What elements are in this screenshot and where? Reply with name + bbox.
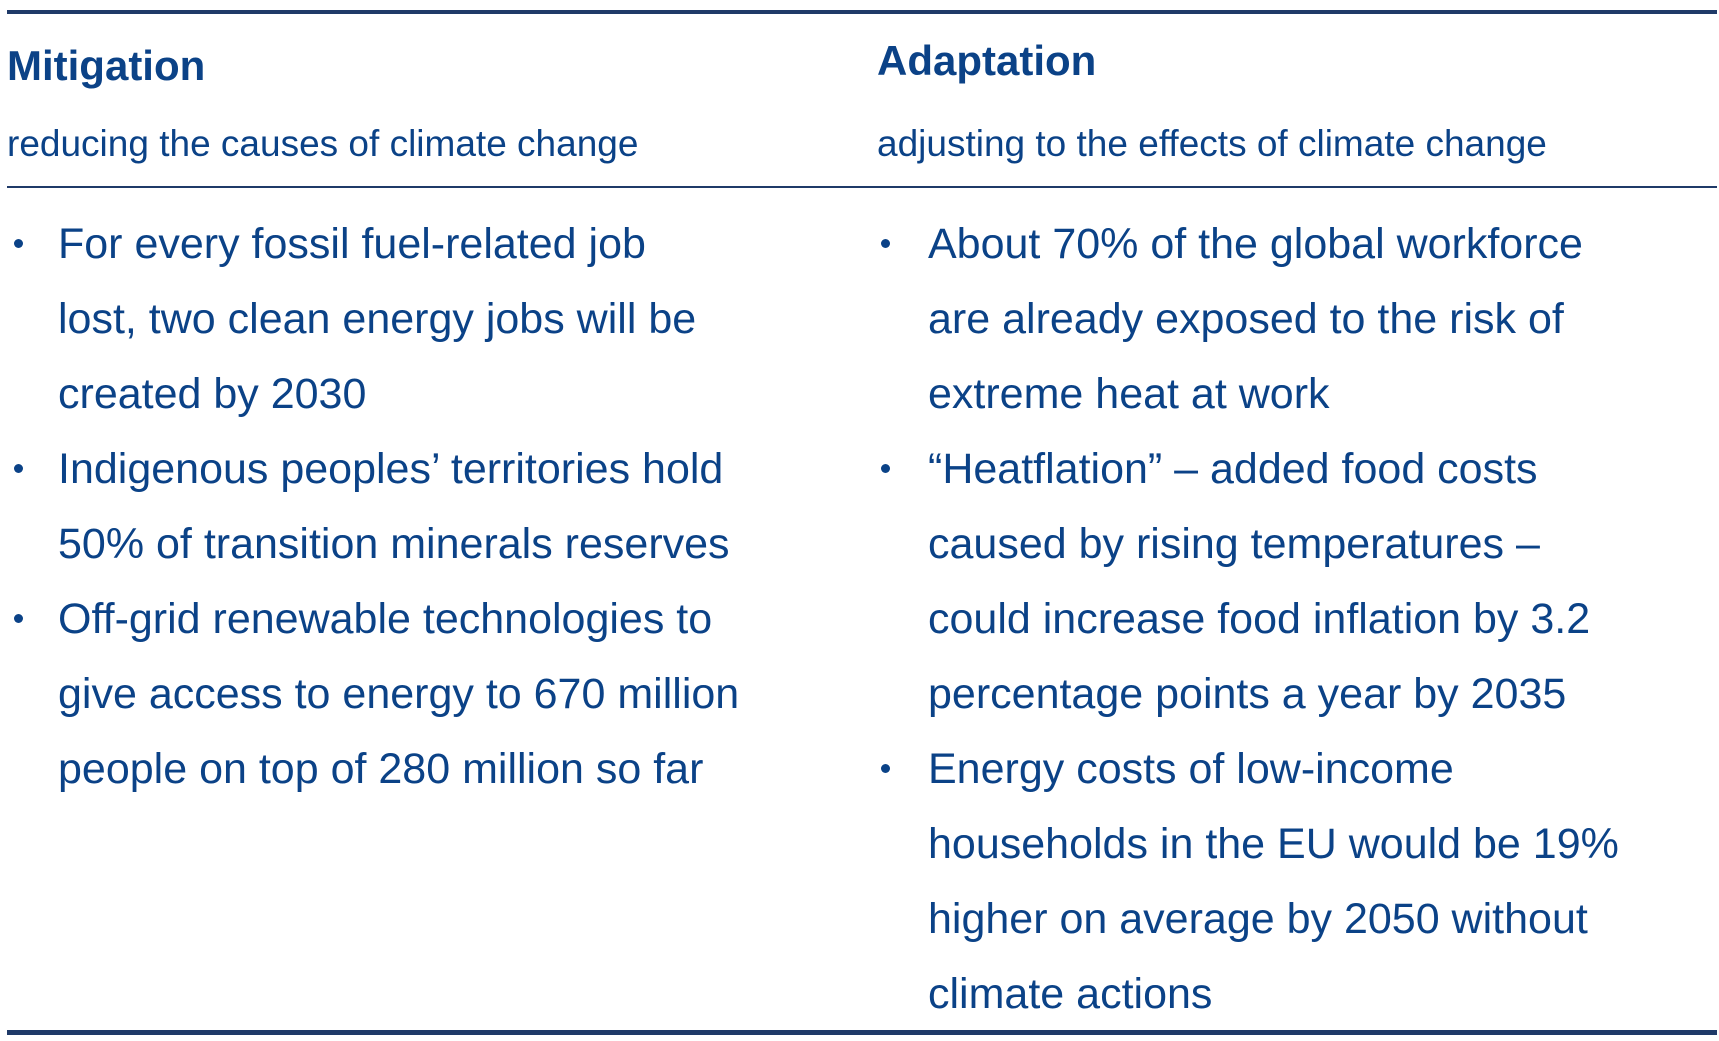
bullet-text-line: give access to energy to 670 million — [58, 670, 740, 718]
adaptation-subtitle: adjusting to the effects of climate chan… — [877, 123, 1547, 164]
bullet-text-line: “Heatflation” – added food costs — [928, 445, 1538, 493]
bullet-text-line: Off-grid renewable technologies to — [58, 595, 713, 643]
bullet-text-line: lost, two clean energy jobs will be — [58, 295, 697, 343]
bullet-text-line: Indigenous peoples’ territories hold — [58, 445, 724, 493]
adaptation-title: Adaptation — [877, 37, 1097, 84]
bullet-text-line: caused by rising temperatures – — [928, 520, 1540, 568]
bullet-icon — [14, 464, 23, 473]
bullet-text-line: Energy costs of low-income — [928, 745, 1454, 793]
bullet-text-line: could increase food inflation by 3.2 — [928, 595, 1591, 643]
top-rule — [7, 10, 1717, 14]
bullet-item: Indigenous peoples’ territories hold 50%… — [7, 432, 739, 582]
bullet-icon — [881, 239, 890, 248]
bullet-text-line: created by 2030 — [58, 370, 367, 418]
bullet-text-line: climate actions — [928, 970, 1213, 1018]
bullet-item: Off-grid renewable technologies to give … — [7, 582, 739, 807]
bullet-icon — [881, 464, 890, 473]
bullet-text-line: are already exposed to the risk of — [928, 295, 1564, 343]
bullet-text-line: extreme heat at work — [928, 370, 1330, 418]
bullet-icon — [14, 614, 23, 623]
adaptation-bullet-list: About 70% of the global workforce are al… — [877, 207, 1619, 1032]
bullet-item: Energy costs of low-income households in… — [877, 732, 1619, 1032]
bottom-rule — [7, 1030, 1717, 1035]
bullet-icon — [881, 764, 890, 773]
bullet-text-line: households in the EU would be 19% — [928, 820, 1619, 868]
mitigation-subtitle: reducing the causes of climate change — [7, 123, 639, 164]
bullet-icon — [14, 239, 23, 248]
bullet-item: For every fossil fuel-related job lost, … — [7, 207, 739, 432]
bullet-text-line: About 70% of the global workforce — [928, 220, 1583, 268]
bullet-text-line: higher on average by 2050 without — [928, 895, 1588, 943]
header-divider-rule — [7, 186, 1717, 188]
bullet-text-line: percentage points a year by 2035 — [928, 670, 1567, 718]
bullet-item: “Heatflation” – added food costs caused … — [877, 432, 1619, 732]
mitigation-title: Mitigation — [7, 42, 206, 89]
bullet-item: About 70% of the global workforce are al… — [877, 207, 1619, 432]
bullet-text-line: people on top of 280 million so far — [58, 745, 704, 793]
mitigation-bullet-list: For every fossil fuel-related job lost, … — [7, 207, 739, 807]
bullet-text-line: 50% of transition minerals reserves — [58, 520, 730, 568]
bullet-text-line: For every fossil fuel-related job — [58, 220, 646, 268]
